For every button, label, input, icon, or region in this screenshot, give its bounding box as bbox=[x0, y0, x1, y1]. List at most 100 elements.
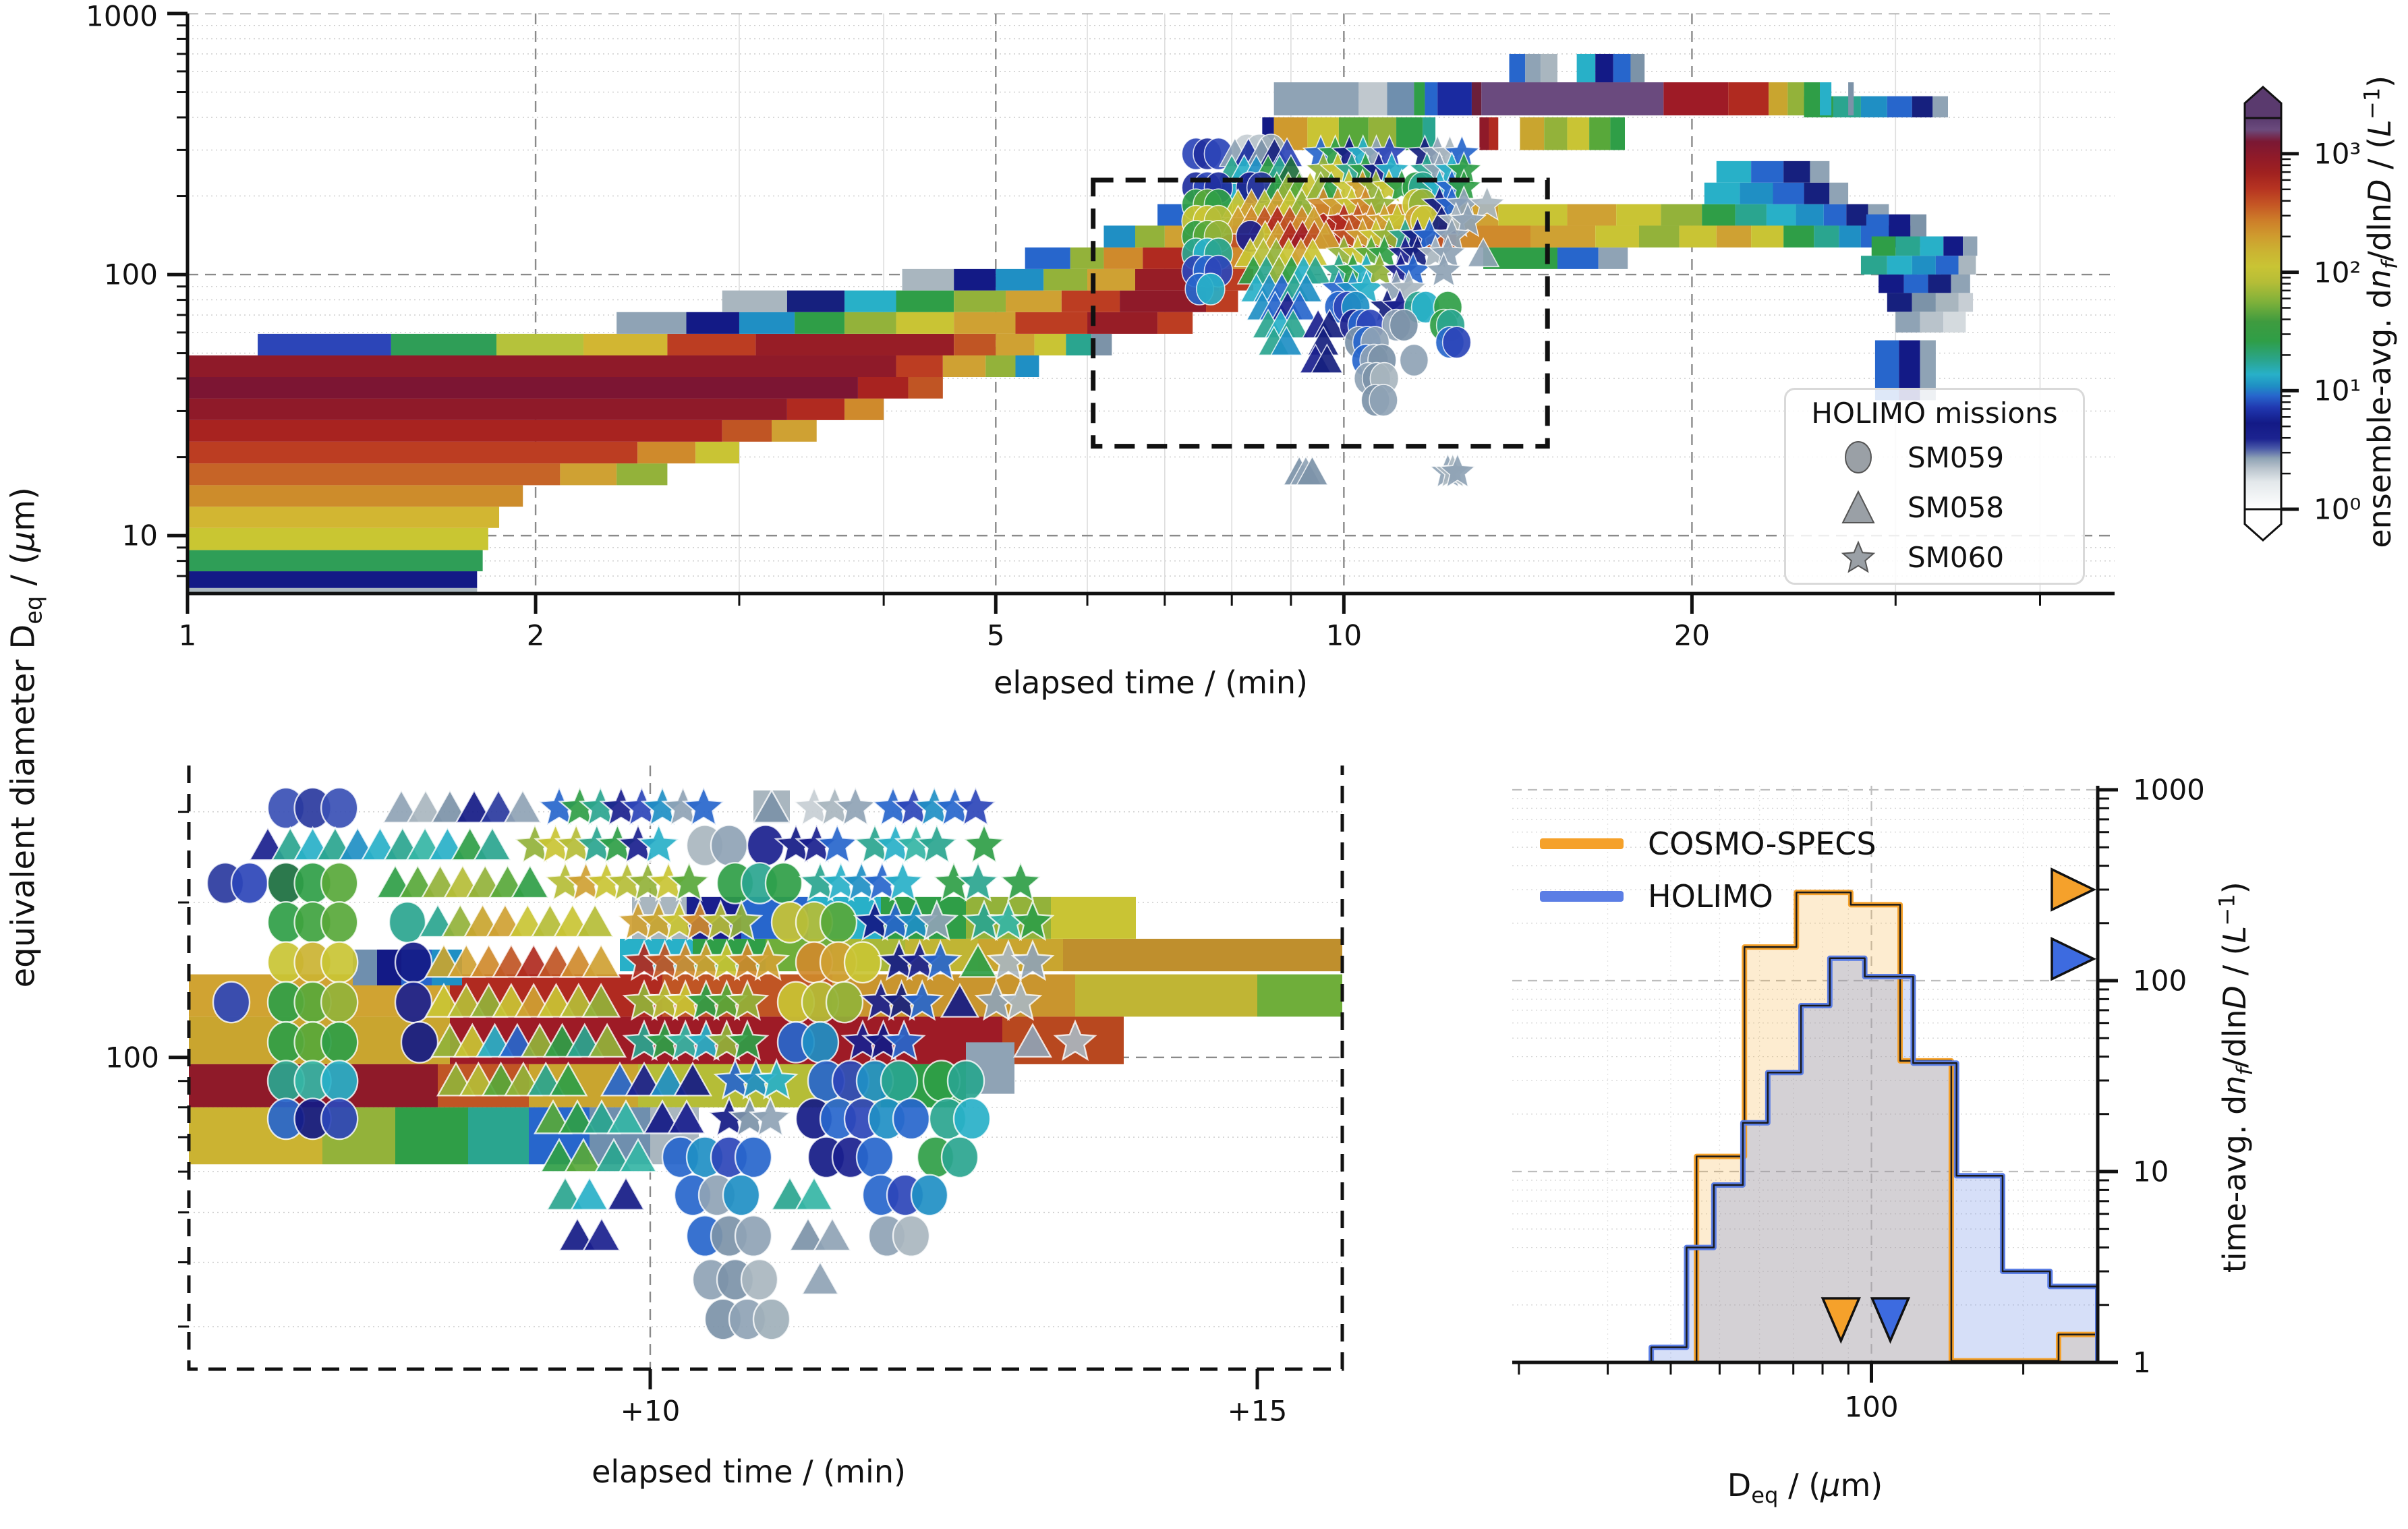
heatmap-cell bbox=[1716, 225, 1752, 248]
scatter-marker-circle bbox=[940, 1136, 979, 1179]
heatmap-cell bbox=[1810, 161, 1830, 183]
scatter-marker-circle bbox=[320, 786, 359, 830]
heatmap-cell bbox=[1751, 225, 1784, 248]
legend-model-comparison: COSMO-SPECS HOLIMO bbox=[1540, 817, 1876, 923]
heatmap-cell bbox=[1887, 256, 1912, 275]
scatter-marker-circle bbox=[892, 1097, 931, 1141]
scatter-marker-triangle bbox=[1269, 325, 1303, 356]
heatmap-cell bbox=[1509, 53, 1526, 83]
heatmap-cell bbox=[188, 355, 896, 378]
legend-title: HOLIMO missions bbox=[1811, 397, 2058, 430]
heatmap-cell bbox=[1887, 293, 1912, 312]
scatter-marker-triangle bbox=[788, 1216, 828, 1252]
x-tick-label: +10 bbox=[620, 1394, 681, 1428]
scatter-marker-circle bbox=[1369, 384, 1398, 417]
heatmap-cell bbox=[1075, 974, 1257, 1017]
scatter-marker-circle bbox=[400, 1020, 439, 1064]
legend-item-sm060: SM060 bbox=[1786, 532, 2083, 582]
heatmap-cell bbox=[1704, 182, 1740, 204]
heatmap-cell bbox=[496, 333, 584, 355]
heatmap-cell bbox=[1066, 333, 1092, 355]
colorbar-label-ensemble-avg-concentration: ensemble-avg. dnf/dlnD / (L−1) bbox=[2359, 75, 2403, 548]
hist-panel bbox=[1512, 786, 2118, 1383]
heatmap-cell bbox=[786, 290, 845, 312]
heatmap-cell bbox=[1589, 117, 1611, 150]
heatmap-cell bbox=[188, 377, 858, 399]
heatmap-cell bbox=[1525, 53, 1541, 83]
x-tick-label: 1 bbox=[178, 618, 197, 652]
heatmap-cell bbox=[188, 507, 500, 528]
colorbar-tick-label: 10³ bbox=[2314, 137, 2361, 171]
heatmap-cell bbox=[695, 441, 739, 464]
scatter-marker-star bbox=[998, 979, 1043, 1021]
heatmap-cell bbox=[1135, 225, 1165, 248]
scatter-marker-triangle bbox=[581, 942, 621, 978]
heatmap-cell bbox=[686, 312, 739, 334]
heatmap-cell bbox=[1728, 82, 1769, 116]
scatter-marker-triangle bbox=[563, 1137, 604, 1173]
heatmap-cell bbox=[1920, 236, 1944, 256]
scatter-marker-circle bbox=[1196, 272, 1226, 306]
scatter-marker-triangle bbox=[454, 788, 494, 824]
scatter-marker-circle bbox=[1389, 308, 1419, 342]
heatmap-cell bbox=[1702, 204, 1736, 226]
scatter-marker-circle bbox=[320, 981, 359, 1024]
legend-item-label: SM060 bbox=[1908, 540, 2005, 574]
heatmap-cell bbox=[908, 377, 943, 399]
heatmap-cell bbox=[1616, 204, 1661, 226]
heatmap-cell bbox=[1006, 290, 1062, 312]
scatter-marker-circle bbox=[734, 1215, 773, 1257]
heatmap-cell bbox=[1766, 204, 1796, 226]
heatmap-cell bbox=[1015, 355, 1039, 378]
heatmap-cell bbox=[1889, 214, 1911, 237]
scatter-marker-triangle bbox=[587, 1022, 627, 1058]
scatter-marker-triangle bbox=[503, 788, 543, 824]
x-tick-label: +15 bbox=[1227, 1394, 1288, 1428]
heatmap-cell bbox=[1557, 247, 1599, 269]
x-tick-label: 5 bbox=[986, 618, 1005, 652]
scatter-marker-triangle bbox=[1466, 237, 1500, 268]
heatmap-cell bbox=[1157, 204, 1186, 226]
heatmap-cell bbox=[1070, 247, 1104, 269]
scatter-marker-circle bbox=[320, 1097, 359, 1141]
scatter-marker-triangle bbox=[575, 902, 615, 938]
x-axis-label-deq: Deq / (μm) bbox=[1727, 1467, 1883, 1509]
scatter-marker-circle bbox=[946, 1060, 985, 1103]
scatter-marker-triangle bbox=[533, 1099, 573, 1134]
scatter-marker-star bbox=[1010, 899, 1055, 942]
scatter-marker-triangle bbox=[557, 1216, 598, 1252]
heatmap-cell bbox=[560, 463, 617, 486]
legend-item-label: SM058 bbox=[1908, 490, 2005, 524]
heatmap-cell bbox=[1943, 312, 1966, 333]
heatmap-cell bbox=[896, 355, 943, 378]
heatmap-cell bbox=[1958, 256, 1976, 275]
scatter-marker-triangle bbox=[581, 983, 621, 1018]
scatter-marker-triangle bbox=[430, 788, 470, 824]
heatmap-cell bbox=[1814, 225, 1839, 248]
scatter-marker-triangle bbox=[642, 1099, 683, 1134]
heatmap-cell bbox=[1489, 117, 1499, 150]
scatter-marker-triangle bbox=[569, 1176, 610, 1211]
scatter-marker-circle bbox=[855, 1136, 894, 1179]
heatmap-cell bbox=[1663, 82, 1729, 116]
heatmap-cell bbox=[1751, 161, 1784, 183]
median-arrow-right bbox=[2051, 867, 2097, 912]
legend-item-label: HOLIMO bbox=[1648, 878, 1773, 915]
heatmap-cell bbox=[954, 268, 996, 291]
heatmap-cell bbox=[1796, 204, 1824, 226]
scatter-marker-triangle bbox=[648, 1061, 689, 1097]
heatmap-cell bbox=[1823, 204, 1847, 226]
scatter-marker-circle bbox=[710, 824, 749, 867]
scatter-marker-star bbox=[915, 822, 959, 865]
y-tick-label: 1000 bbox=[2133, 773, 2205, 807]
heatmap-cell bbox=[188, 571, 478, 588]
heatmap-cell bbox=[1866, 214, 1889, 237]
scatter-marker-circle bbox=[740, 1258, 779, 1301]
x-tick-label: 10 bbox=[1325, 618, 1363, 652]
y-tick-label: 10 bbox=[121, 519, 158, 552]
scatter-marker-circle bbox=[320, 1020, 359, 1064]
heatmap-cell bbox=[1025, 247, 1070, 269]
heatmap-cell bbox=[1358, 82, 1387, 116]
heatmap-cell bbox=[1951, 275, 1970, 293]
colorbar-outline bbox=[2243, 117, 2283, 511]
